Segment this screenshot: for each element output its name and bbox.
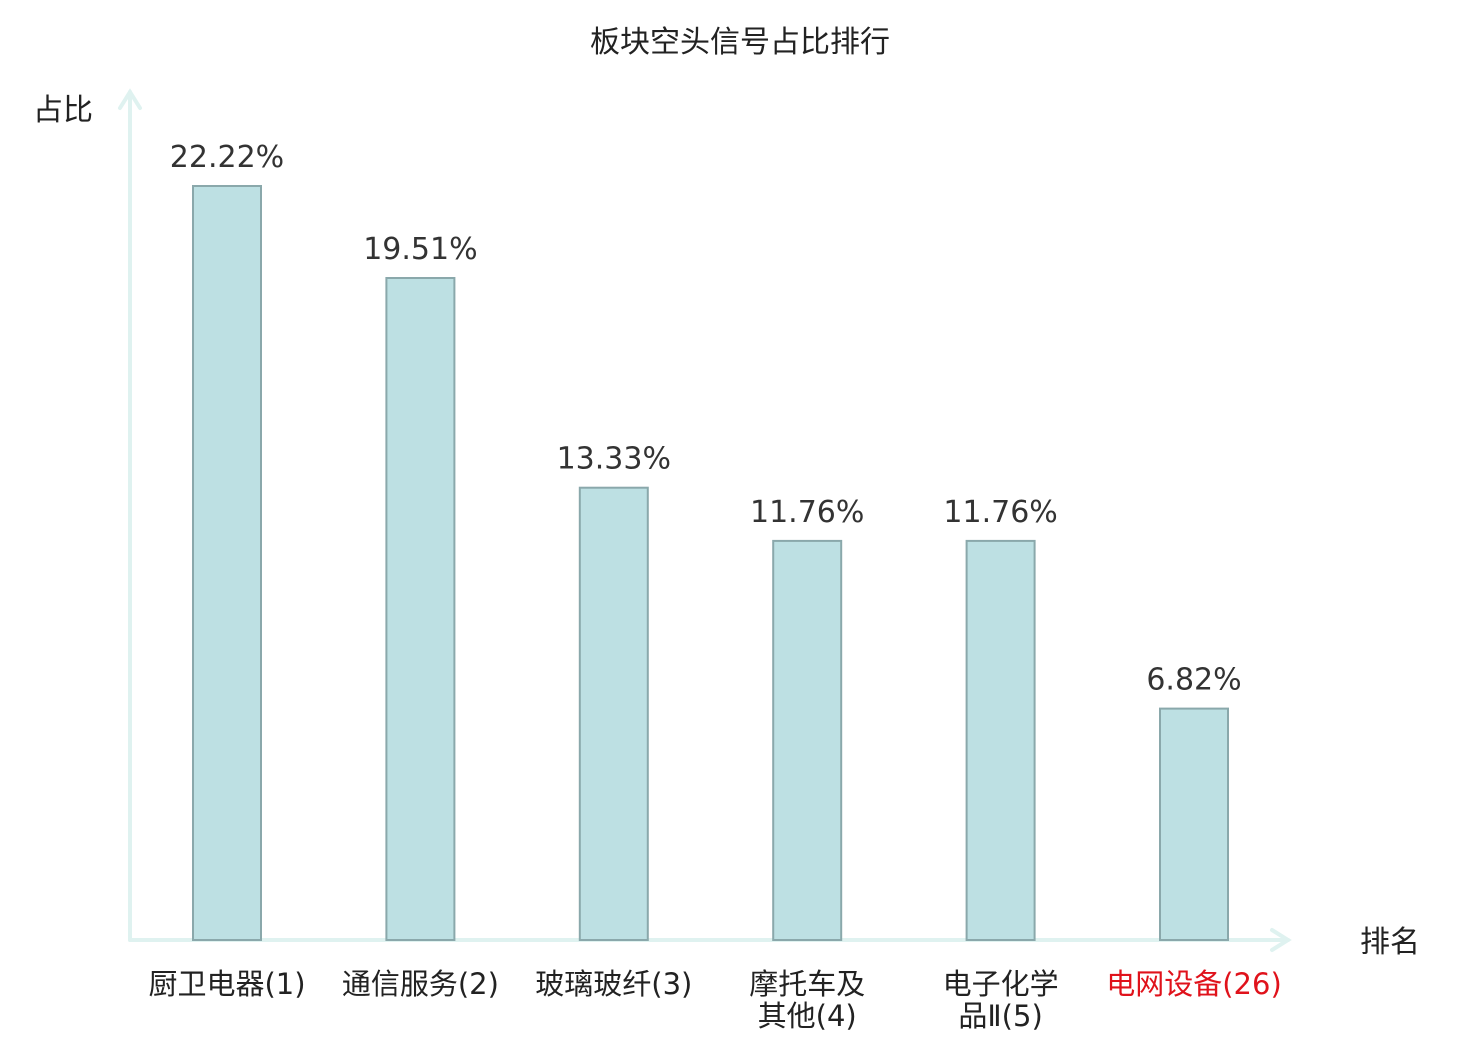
x-axis-arrow-icon <box>1270 928 1292 952</box>
bar-value-label-2: 19.51% <box>363 232 477 267</box>
category-label-line: 玻璃玻纤(3) <box>535 967 692 1001</box>
bar-5 <box>965 539 1036 942</box>
bar-value-label-5: 11.76% <box>943 495 1057 530</box>
bar-1 <box>192 185 262 941</box>
bar-value-label-1: 22.22% <box>170 140 284 175</box>
y-axis-arrow-icon <box>118 88 142 110</box>
x-axis-title: 排名 <box>1360 925 1420 960</box>
category-label-4: 摩托车及其他(4) <box>749 967 865 1033</box>
category-label-5: 电子化学品Ⅱ(5) <box>943 967 1059 1033</box>
bar-2 <box>385 277 456 941</box>
bar-value-label-6: 6.82% <box>1146 663 1241 698</box>
bar-value-label-4: 11.76% <box>750 495 864 530</box>
category-label-6: 电网设备(26) <box>1106 967 1282 1001</box>
category-label-3: 玻璃玻纤(3) <box>535 967 692 1001</box>
category-label-1: 厨卫电器(1) <box>148 967 305 1001</box>
category-label-line: 电网设备(26) <box>1106 967 1282 1001</box>
value-labels-group: 22.22% 19.51% 13.33% 11.76% 11.76% 6.82% <box>170 140 1242 698</box>
bar-4 <box>772 539 843 942</box>
bars-group <box>192 185 1229 942</box>
category-label-line: 电子化学 <box>943 967 1059 1001</box>
y-axis-title: 占比 <box>33 93 93 128</box>
category-label-line: 品Ⅱ(5) <box>958 999 1042 1033</box>
category-label-line: 其他(4) <box>758 999 857 1033</box>
bar-6 <box>1159 707 1229 941</box>
category-label-2: 通信服务(2) <box>342 967 499 1001</box>
category-label-line: 厨卫电器(1) <box>148 967 305 1001</box>
bar-value-label-3: 13.33% <box>557 442 671 477</box>
chart-title: 板块空头信号占比排行 <box>590 25 890 60</box>
category-label-line: 通信服务(2) <box>342 967 499 1001</box>
category-labels-group: 厨卫电器(1) 通信服务(2) 玻璃玻纤(3) 摩托车及其他(4)电子化学品Ⅱ(5)电… <box>148 967 1281 1033</box>
bar-3 <box>578 486 649 941</box>
category-label-line: 摩托车及 <box>749 967 865 1001</box>
